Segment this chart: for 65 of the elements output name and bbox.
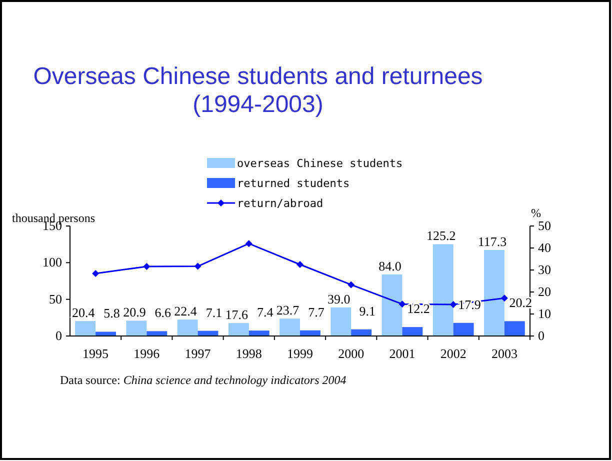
data-label: 9.1 — [359, 303, 376, 318]
data-label: 7.1 — [206, 304, 222, 320]
bar — [382, 274, 402, 336]
y2-axis-title: % — [531, 206, 541, 220]
data-label: 22.4 — [174, 304, 198, 319]
bar — [280, 318, 300, 336]
data-label: 6.6 — [154, 305, 172, 320]
data-label: 12.2 — [407, 301, 430, 316]
data-label: 23.7 — [276, 302, 300, 318]
x-tick-label: 1997 — [184, 346, 212, 361]
y2-tick-label: 30 — [538, 262, 551, 277]
bar — [484, 250, 504, 336]
legend-label: return/abroad — [237, 197, 324, 210]
bar — [504, 321, 525, 336]
data-label: 7.4 — [256, 304, 274, 320]
x-tick-label: 1996 — [134, 346, 160, 361]
data-label: 17.6 — [225, 307, 249, 322]
y2-tick-label: 40 — [538, 240, 551, 255]
data-label: 125.2 — [426, 228, 456, 244]
bar — [126, 320, 147, 336]
point — [143, 262, 150, 270]
bar — [248, 330, 270, 336]
y-tick-label: 0 — [56, 328, 62, 343]
point — [348, 281, 355, 288]
bar — [96, 332, 116, 336]
bar — [75, 321, 96, 336]
x-tick-label: 1998 — [236, 346, 262, 361]
y-tick-label: 100 — [42, 254, 62, 270]
bar — [351, 329, 372, 336]
point — [245, 240, 252, 248]
y2-tick-label: 50 — [538, 218, 551, 233]
data-label: 84.0 — [378, 258, 402, 274]
x-tick-label: 2000 — [338, 346, 364, 361]
data-label: 7.7 — [308, 304, 325, 320]
data-label: 5.8 — [104, 306, 120, 321]
y2-tick-label: 20 — [538, 284, 551, 299]
bar — [228, 323, 249, 336]
x-tick-label: 2003 — [491, 346, 518, 361]
y2-tick-label: 0 — [538, 328, 544, 343]
legend-label: returned students — [237, 177, 350, 190]
x-tick-label: 2001 — [389, 346, 416, 361]
point — [500, 294, 508, 302]
bar — [402, 327, 423, 336]
bar — [330, 307, 352, 336]
data-label: 39.0 — [328, 291, 350, 306]
x-tick-label: 1995 — [82, 346, 109, 361]
data-label: 117.3 — [478, 234, 507, 249]
data-label: 20.9 — [123, 304, 146, 320]
y-tick-label: 50 — [49, 291, 62, 306]
bar — [453, 322, 474, 336]
x-tick-label: 1999 — [287, 346, 313, 361]
chart-title: Overseas Chinese students and returnees (1994-2003) — [33, 63, 483, 118]
x-tick-label: 2002 — [440, 346, 466, 361]
point — [296, 261, 304, 268]
source-note: Data source: China science and technology indicators 2004 — [60, 373, 346, 387]
bar — [432, 244, 454, 336]
point — [92, 270, 100, 278]
bar — [177, 320, 198, 336]
y2-tick-label: 10 — [538, 306, 551, 321]
data-label: 20.4 — [72, 305, 96, 320]
point — [398, 300, 406, 308]
point — [194, 262, 202, 270]
legend-label: overseas Chinese students — [237, 157, 403, 170]
bar — [146, 331, 168, 336]
point — [450, 301, 457, 308]
